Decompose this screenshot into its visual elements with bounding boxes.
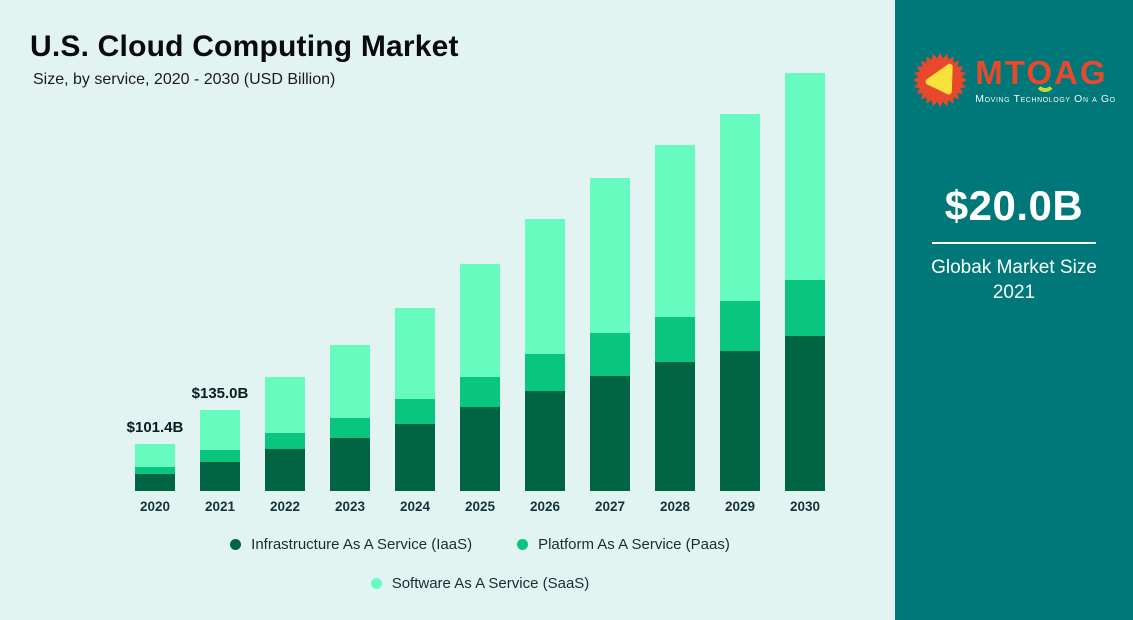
bar-2029 [720, 114, 760, 491]
bar-segment [590, 333, 630, 376]
bar-segment [265, 377, 305, 433]
stat-label-line1: Globak Market Size [931, 257, 1097, 278]
logo-tagline: Moving Technology On a Go [975, 92, 1116, 105]
mtoag-logo: MTOAG Moving Technology On a Go [912, 52, 1115, 108]
logo-text: MTOAG Moving Technology On a Go [975, 56, 1115, 105]
legend-row-1: Infrastructure As A Service (IaaS) Platf… [65, 536, 895, 553]
bar-segment [200, 450, 240, 462]
bar-segment [785, 280, 825, 336]
chart-panel: U.S. Cloud Computing Market Size, by ser… [0, 0, 895, 620]
stat-divider [931, 242, 1096, 244]
legend-label-paas: Platform As A Service (Paas) [538, 536, 730, 553]
logo-smile-icon [1034, 81, 1056, 92]
bar-2022 [265, 377, 305, 491]
x-axis-label-2025: 2025 [464, 499, 496, 514]
bar-segment [655, 362, 695, 491]
bar-segment [265, 433, 305, 449]
paas-dot-icon [517, 539, 529, 550]
bar-segment [395, 424, 435, 491]
bar-segment [655, 145, 695, 317]
x-axis-label-2023: 2023 [334, 499, 366, 514]
bar-value-label-2020: $101.4B [126, 419, 184, 436]
bar-2027 [590, 178, 630, 491]
bar-segment [200, 462, 240, 491]
bar-value-label-2021: $135.0B [191, 385, 249, 402]
bar-segment [265, 449, 305, 491]
sunburst-icon [913, 52, 968, 108]
bar-segment [135, 467, 175, 474]
bar-2021: $135.0B [192, 385, 248, 491]
bar-segment [460, 407, 500, 491]
stat-value: $20.0B [944, 182, 1084, 229]
page-title: U.S. Cloud Computing Market [30, 30, 459, 63]
legend-item-paas: Platform As A Service (Paas) [517, 536, 730, 553]
bar-segment [330, 438, 370, 491]
bar-2026 [525, 219, 565, 491]
x-axis-labels: 2020 2021 2022 2023 2024 2025 2026 2027 2028 2029… [135, 499, 825, 514]
bar-segment [395, 399, 435, 424]
bar-segment [135, 474, 175, 491]
bars: $101.4B $135.0B [127, 0, 825, 491]
bar-segment [460, 264, 500, 377]
legend-label-saas: Software As A Service (SaaS) [391, 575, 590, 592]
bar-segment [460, 377, 500, 407]
logo-triangle-icon [925, 63, 953, 95]
x-axis-label-2021: 2021 [204, 499, 236, 514]
bar-segment [655, 317, 695, 362]
bar-segment [785, 336, 825, 491]
x-axis-label-2030: 2030 [789, 499, 821, 514]
bar-segment [590, 178, 630, 333]
bar-segment [785, 73, 825, 280]
bar-segment [525, 219, 565, 354]
bar-2025 [460, 264, 500, 491]
saas-dot-icon [370, 578, 382, 589]
bar-segment [720, 114, 760, 301]
bar-segment [720, 351, 760, 491]
bar-2023 [330, 345, 370, 491]
bar-segment [720, 301, 760, 351]
x-axis-label-2028: 2028 [659, 499, 691, 514]
bar-2024 [395, 308, 435, 491]
market-size-stat: $20.0B Globak Market Size 2021 [931, 182, 1097, 305]
bar-segment [525, 391, 565, 491]
legend-item-saas: Software As A Service (SaaS) [370, 575, 590, 592]
chart-header: U.S. Cloud Computing Market Size, by ser… [30, 30, 459, 89]
x-axis-label-2020: 2020 [139, 499, 171, 514]
bar-2030 [785, 73, 825, 491]
stat-label-line2: 2021 [992, 281, 1036, 303]
x-axis-label-2022: 2022 [269, 499, 301, 514]
legend-label-iaas: Infrastructure As A Service (IaaS) [251, 536, 473, 553]
bar-segment [590, 376, 630, 491]
legend-item-iaas: Infrastructure As A Service (IaaS) [230, 536, 472, 553]
sidebar: MTOAG Moving Technology On a Go $20.0B G… [895, 0, 1133, 620]
x-axis-label-2029: 2029 [724, 499, 756, 514]
bar-segment [200, 410, 240, 450]
bar-segment [395, 308, 435, 399]
bar-segment [525, 354, 565, 391]
bar-2020: $101.4B [127, 419, 183, 491]
bar-segment [330, 345, 370, 418]
bar-segment [330, 418, 370, 438]
x-axis-label-2026: 2026 [529, 499, 561, 514]
x-axis-label-2027: 2027 [594, 499, 626, 514]
iaas-dot-icon [230, 539, 242, 550]
x-axis-label-2024: 2024 [399, 499, 431, 514]
bar-2028 [655, 145, 695, 491]
bar-segment [135, 444, 175, 467]
chart-subtitle: Size, by service, 2020 - 2030 (USD Billi… [33, 71, 336, 88]
legend-row-2: Software As A Service (SaaS) [65, 575, 895, 592]
